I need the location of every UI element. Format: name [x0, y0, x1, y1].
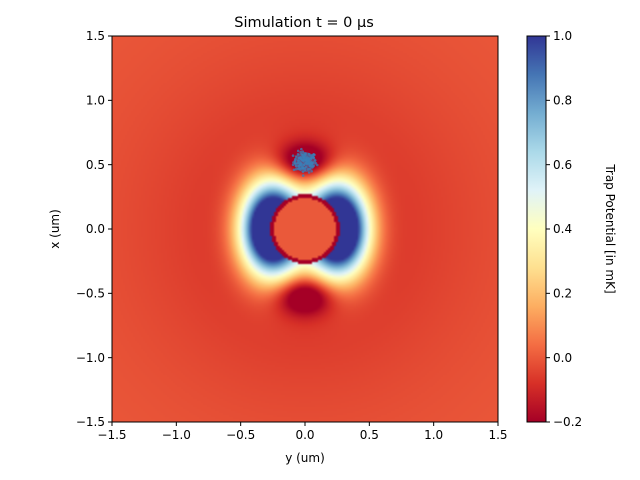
x-axis-label: y (um)	[285, 451, 325, 465]
colorbar-tick-label: 0.8	[553, 94, 572, 108]
atom-point	[291, 163, 295, 167]
x-axis-tick-label: −1.0	[162, 428, 191, 442]
y-axis-tick-label: 1.5	[86, 29, 105, 43]
y-axis-tick-label: −1.0	[76, 351, 105, 365]
x-axis-tick-label: −1.5	[97, 428, 126, 442]
atom-point	[315, 163, 319, 167]
atom-point	[310, 169, 313, 173]
x-axis-tick-label: 0.5	[360, 428, 379, 442]
potential-heatmap	[112, 36, 498, 422]
y-axis-label: x (um)	[48, 209, 62, 249]
colorbar-tick-label: 0.6	[553, 158, 572, 172]
x-axis: −1.5 −1.0 −0.5 0.0 0.5 1.0 1.5	[97, 422, 508, 442]
atom-cloud	[291, 147, 319, 177]
colorbar-label: Trap Potential [in mK]	[603, 163, 617, 293]
colorbar-tick-label: 0.0	[553, 351, 572, 365]
atom-point	[300, 147, 303, 151]
colorbar-tick-label: 1.0	[553, 29, 572, 43]
colorbar-tick-label: −0.2	[553, 415, 582, 429]
atom-point	[312, 153, 316, 156]
y-axis-tick-label: −1.5	[76, 415, 105, 429]
y-axis-tick-label: 1.0	[86, 94, 105, 108]
colorbar-tick-label: 0.4	[553, 222, 572, 236]
colorbar-axis: −0.2 0.0 0.2 0.4 0.6 0.8 1.0	[546, 29, 582, 429]
colorbar-tick-label: 0.2	[553, 287, 572, 301]
atom-cloud-core	[294, 152, 316, 173]
y-axis: −1.5 −1.0 −0.5 0.0 0.5 1.0 1.5	[76, 29, 112, 429]
x-axis-tick-label: 1.0	[424, 428, 443, 442]
plot-area	[112, 36, 498, 422]
y-axis-tick-label: 0.5	[86, 158, 105, 172]
y-axis-tick-label: −0.5	[76, 287, 105, 301]
atom-point	[307, 171, 311, 174]
y-axis-tick-label: 0.0	[86, 222, 105, 236]
x-axis-tick-label: 1.5	[488, 428, 507, 442]
colorbar	[527, 36, 546, 422]
chart-title: Simulation t = 0 μs	[234, 15, 374, 31]
atom-point	[301, 174, 305, 177]
x-axis-tick-label: −0.5	[226, 428, 255, 442]
x-axis-tick-label: 0.0	[295, 428, 314, 442]
atom-point	[294, 167, 298, 171]
atom-point	[291, 154, 295, 157]
atom-point	[296, 149, 300, 153]
